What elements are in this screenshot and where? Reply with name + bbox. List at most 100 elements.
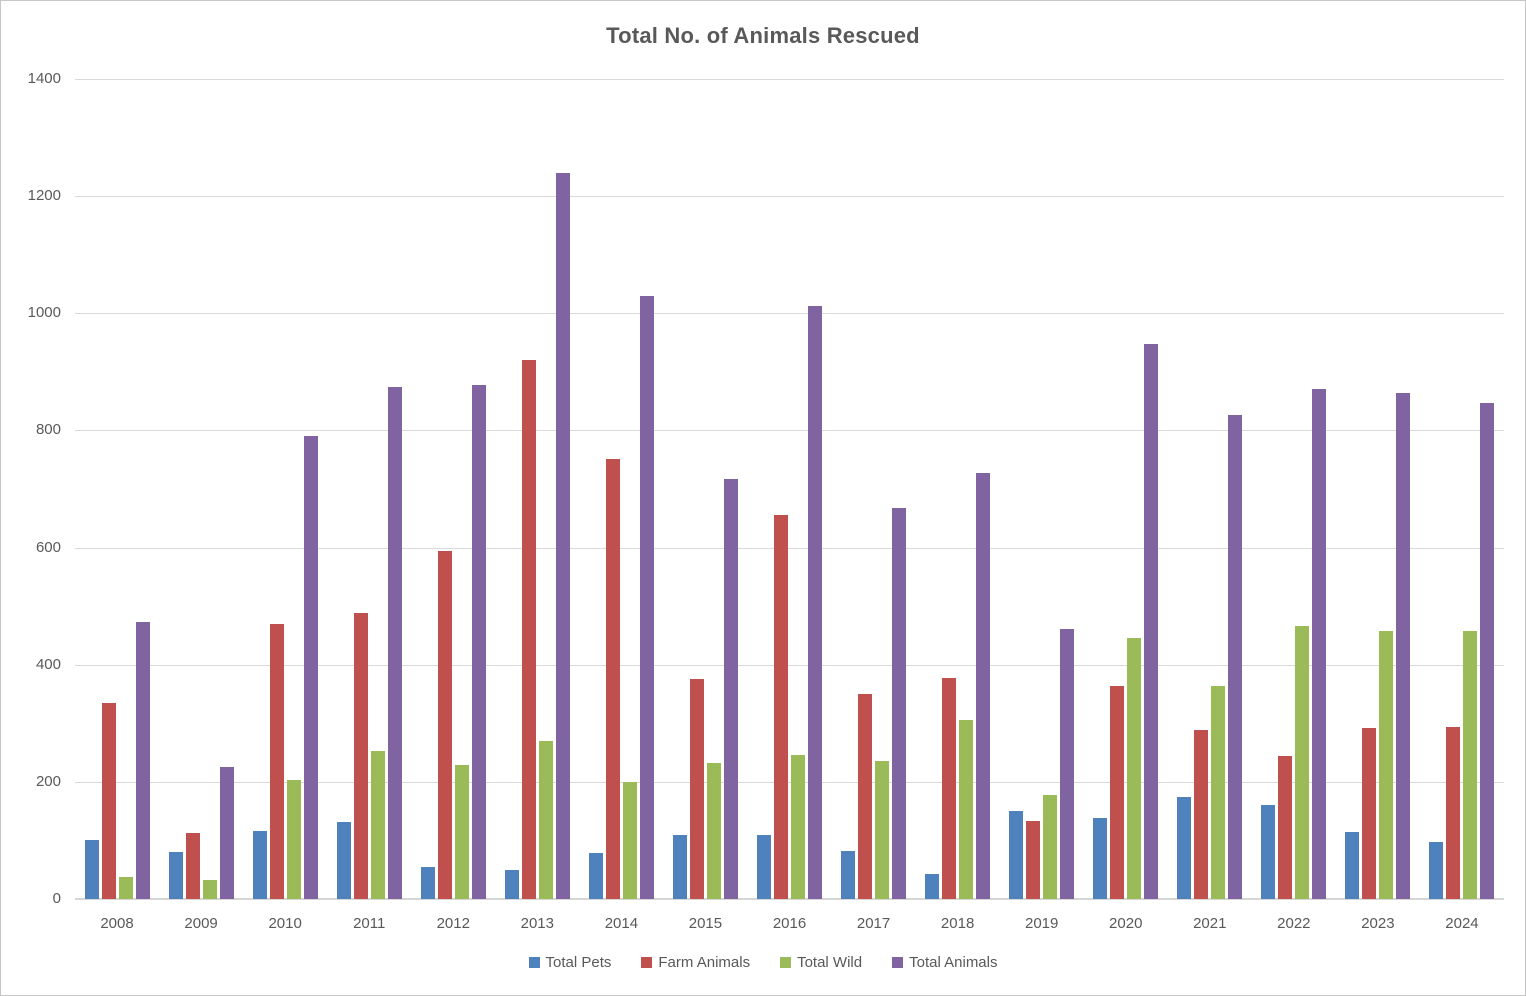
x-tick-label-2016: 2016 <box>772 915 807 932</box>
legend-swatch-icon <box>528 957 540 968</box>
bar-total-pets-2011 <box>336 821 351 899</box>
bar-total-pets-2019 <box>1009 811 1024 899</box>
bar-total-pets-2022 <box>1261 805 1276 899</box>
x-axis-line <box>75 898 1504 900</box>
x-tick-label-2022: 2022 <box>1277 915 1311 932</box>
y-tick-label: 0 <box>52 890 61 907</box>
bar-farm-animals-2017 <box>858 694 873 899</box>
bar-total-pets-2020 <box>1093 818 1108 899</box>
y-tick-label: 600 <box>35 538 61 556</box>
y-tick-label: 800 <box>35 421 61 439</box>
bar-total-pets-2012 <box>420 866 435 899</box>
bar-total-pets-2017 <box>841 850 856 899</box>
bar-total-animals-2024 <box>1480 402 1495 899</box>
y-tick-label: 1200 <box>27 187 61 205</box>
bar-total-wild-2014 <box>622 781 637 899</box>
y-tick-label: 1400 <box>27 70 61 87</box>
x-tick-label-2020: 2020 <box>1109 915 1143 932</box>
bar-total-animals-2020 <box>1144 344 1159 899</box>
y-tick-label: 400 <box>35 655 61 673</box>
bar-total-wild-2015 <box>706 763 721 899</box>
legend-item-farm-animals: Farm Animals <box>641 954 750 971</box>
bar-total-animals-2016 <box>808 306 822 899</box>
x-tick-label-2017: 2017 <box>856 915 891 932</box>
bar-total-animals-2014 <box>639 295 654 899</box>
bar-total-animals-2012 <box>471 384 486 899</box>
bar-total-wild-2017 <box>875 761 890 899</box>
bar-farm-animals-2024 <box>1446 727 1461 899</box>
gridline <box>75 313 1504 315</box>
x-tick-label-2024: 2024 <box>1445 915 1479 932</box>
bar-farm-animals-2015 <box>689 679 704 899</box>
bar-total-wild-2019 <box>1043 794 1058 899</box>
legend-item-total-pets: Total Pets <box>528 954 612 971</box>
gridline <box>75 79 1504 80</box>
bar-total-wild-2012 <box>454 765 469 899</box>
bar-total-pets-2013 <box>504 869 519 899</box>
x-tick-label-2011: 2011 <box>353 915 386 932</box>
legend-label: Farm Animals <box>658 954 751 971</box>
legend: Total Pets Farm Animals Total Wild Total An… <box>1 954 1525 971</box>
bar-farm-animals-2021 <box>1194 729 1209 899</box>
bar-total-pets-2021 <box>1177 797 1192 899</box>
bar-farm-animals-2023 <box>1362 727 1377 899</box>
legend-label: Total Animals <box>909 954 998 971</box>
x-tick-label-2008: 2008 <box>100 915 134 932</box>
bar-farm-animals-2010 <box>269 623 284 899</box>
bar-total-pets-2010 <box>252 831 267 899</box>
x-tick-label-2021: 2021 <box>1193 915 1227 932</box>
bar-total-animals-2018 <box>976 473 991 899</box>
bar-farm-animals-2012 <box>437 550 452 899</box>
chart-title: Total No. of Animals Rescued <box>606 23 920 48</box>
bar-total-wild-2018 <box>959 719 974 899</box>
x-tick-label-2012: 2012 <box>436 915 470 932</box>
legend-label: Total Pets <box>545 954 612 971</box>
bar-farm-animals-2009 <box>185 832 200 899</box>
bar-total-wild-2016 <box>791 754 805 899</box>
bar-total-pets-2009 <box>168 852 183 899</box>
bar-farm-animals-2016 <box>774 514 788 899</box>
bar-farm-animals-2018 <box>942 677 957 899</box>
legend-item-total-wild: Total Wild <box>780 954 862 971</box>
bar-total-animals-2009 <box>219 766 234 899</box>
bar-total-wild-2011 <box>370 750 385 899</box>
x-tick-label-2009: 2009 <box>184 915 218 932</box>
x-tick-label-2013: 2013 <box>520 915 554 932</box>
legend-item-total-animals: Total Animals <box>892 954 997 971</box>
gridline <box>75 547 1504 549</box>
x-tick-label-2010: 2010 <box>268 915 302 932</box>
bar-total-wild-2022 <box>1295 626 1310 899</box>
gridline <box>75 664 1504 666</box>
bar-total-pets-2018 <box>925 873 940 899</box>
gridline <box>75 781 1504 783</box>
bar-farm-animals-2019 <box>1026 821 1041 899</box>
bar-total-wild-2009 <box>202 879 217 899</box>
bar-total-animals-2019 <box>1060 628 1075 899</box>
bar-farm-animals-2022 <box>1278 755 1293 899</box>
bar-total-pets-2023 <box>1345 832 1360 899</box>
legend-swatch-icon <box>641 957 653 968</box>
bar-total-wild-2023 <box>1379 630 1394 899</box>
bar-total-pets-2014 <box>588 853 603 899</box>
bar-farm-animals-2020 <box>1110 685 1125 899</box>
bar-total-animals-2013 <box>555 172 570 899</box>
legend-label: Total Wild <box>797 954 863 971</box>
bar-total-pets-2008 <box>84 840 99 899</box>
x-tick-label-2023: 2023 <box>1361 915 1395 932</box>
gridline <box>75 196 1504 198</box>
bar-total-animals-2015 <box>723 479 738 899</box>
bar-total-pets-2015 <box>672 834 687 899</box>
x-tick-label-2015: 2015 <box>688 915 723 932</box>
bar-total-wild-2024 <box>1463 631 1478 899</box>
bar-total-animals-2010 <box>303 436 318 899</box>
bar-total-pets-2016 <box>757 834 771 899</box>
bar-total-animals-2017 <box>892 508 907 899</box>
bar-total-wild-2013 <box>538 740 553 899</box>
bar-farm-animals-2014 <box>605 458 620 899</box>
bar-total-wild-2008 <box>118 876 133 899</box>
bar-total-wild-2010 <box>286 779 301 899</box>
bar-total-animals-2008 <box>135 621 150 899</box>
bar-total-animals-2023 <box>1396 392 1411 899</box>
legend-swatch-icon <box>892 957 904 968</box>
